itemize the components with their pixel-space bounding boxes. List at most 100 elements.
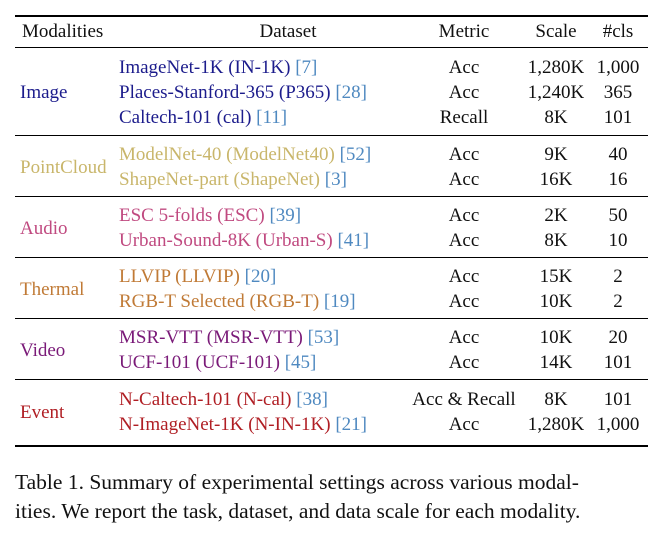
dataset-name: Urban-Sound-8K (Urban-S) (119, 230, 333, 251)
dataset-cell: N-Caltech-101 (N-cal) [38] (119, 389, 328, 411)
cls-cell: 101 (603, 107, 633, 128)
header-rule (15, 47, 648, 48)
metric-cell: Acc (448, 352, 480, 373)
modality-label: Image (20, 82, 68, 103)
cls-cell: 101 (603, 352, 633, 373)
citation-ref: [53] (307, 327, 340, 348)
scale-cell: 2K (544, 205, 568, 226)
citation-ref: [7] (295, 57, 318, 78)
metric-cell: Acc (448, 327, 480, 348)
header-metric: Metric (438, 21, 490, 42)
modality-label: Event (20, 401, 65, 423)
cls-cell: 365 (603, 82, 633, 103)
header-scale: Scale (535, 21, 577, 42)
modality-label: PointCloud (20, 156, 107, 178)
metric-cell: Acc (448, 169, 480, 190)
citation-ref: [19] (323, 291, 356, 312)
dataset-cell: RGB-T Selected (RGB-T) [19] (119, 291, 356, 313)
scale-cell: 8K (544, 230, 568, 251)
dataset-cell: ESC 5-folds (ESC) [39] (119, 205, 301, 227)
citation-ref: [20] (244, 266, 277, 287)
dataset-name: LLVIP (LLVIP) (119, 266, 240, 287)
scale-cell: 15K (539, 266, 573, 287)
dataset-cell: ImageNet-1K (IN-1K) [7] (119, 57, 317, 79)
dataset-cell: ShapeNet-part (ShapeNet) [3] (119, 169, 347, 191)
caption-line-2: ities. We report the task, dataset, and … (15, 499, 581, 523)
cls-cell: 1,000 (596, 57, 640, 78)
dataset-name: RGB-T Selected (RGB-T) (119, 291, 320, 312)
cls-cell: 50 (608, 205, 628, 226)
scale-cell: 10K (539, 327, 573, 348)
scale-cell: 8K (544, 107, 568, 128)
citation-ref: [39] (269, 205, 302, 226)
citation-ref: [21] (335, 414, 367, 435)
citation-ref: [28] (335, 82, 368, 103)
scale-cell: 8K (544, 389, 568, 410)
scale-cell: 1,280K (527, 57, 585, 78)
dataset-name: ImageNet-1K (IN-1K) (119, 57, 291, 78)
scale-cell: 16K (539, 169, 573, 190)
dataset-name: MSR-VTT (MSR-VTT) (119, 327, 303, 348)
modality-label: Audio (20, 217, 68, 239)
scale-cell: 9K (544, 144, 568, 165)
scale-cell: 14K (539, 352, 573, 373)
top-rule (15, 15, 648, 17)
cls-cell: 16 (608, 169, 628, 190)
dataset-name: N-ImageNet-1K (N-IN-1K) (119, 414, 331, 435)
dataset-cell: ModelNet-40 (ModelNet40) [52] (119, 144, 371, 166)
bottom-rule (15, 445, 648, 447)
metric-cell: Acc & Recall (412, 389, 516, 410)
dataset-cell: N-ImageNet-1K (N-IN-1K) [21] (119, 414, 367, 436)
dataset-cell: Caltech-101 (cal) [11] (119, 107, 287, 129)
dataset-name: UCF-101 (UCF-101) (119, 352, 280, 373)
dataset-name: N-Caltech-101 (N-cal) (119, 389, 292, 410)
metric-cell: Acc (448, 414, 480, 435)
group-separator-rule (15, 135, 648, 136)
cls-cell: 20 (608, 327, 628, 348)
dataset-name: ShapeNet-part (ShapeNet) (119, 169, 321, 190)
citation-ref: [41] (337, 230, 370, 251)
citation-ref: [45] (284, 352, 317, 373)
header-cls: #cls (602, 21, 634, 42)
caption-line-1: Table 1. Summary of experimental setting… (15, 470, 579, 494)
dataset-name: ModelNet-40 (ModelNet40) (119, 144, 335, 165)
metric-cell: Acc (448, 291, 480, 312)
cls-cell: 10 (608, 230, 628, 251)
citation-ref: [3] (324, 169, 347, 190)
metric-cell: Recall (439, 107, 489, 128)
header-modalities: Modalities (22, 21, 104, 42)
metric-cell: Acc (448, 230, 480, 251)
citation-ref: [52] (339, 144, 372, 165)
dataset-cell: LLVIP (LLVIP) [20] (119, 266, 276, 288)
metric-cell: Acc (448, 82, 480, 103)
scale-cell: 10K (539, 291, 573, 312)
group-separator-rule (15, 379, 648, 380)
modality-label: Thermal (20, 278, 85, 300)
modality-label: Video (20, 339, 66, 361)
cls-cell: 1,000 (596, 414, 640, 435)
scale-cell: 1,280K (527, 414, 585, 435)
metric-cell: Acc (448, 266, 480, 287)
cls-cell: 2 (613, 291, 623, 312)
cls-cell: 40 (608, 144, 628, 165)
header-dataset: Dataset (259, 21, 317, 42)
metric-cell: Acc (448, 57, 480, 78)
citation-ref: [11] (256, 107, 288, 128)
metric-cell: Acc (448, 205, 480, 226)
dataset-name: ESC 5-folds (ESC) (119, 205, 265, 226)
dataset-name: Caltech-101 (cal) (119, 107, 252, 128)
group-separator-rule (15, 196, 648, 197)
cls-cell: 2 (613, 266, 623, 287)
citation-ref: [38] (296, 389, 328, 410)
dataset-cell: MSR-VTT (MSR-VTT) [53] (119, 327, 339, 349)
metric-cell: Acc (448, 144, 480, 165)
cls-cell: 101 (603, 389, 633, 410)
dataset-cell: Urban-Sound-8K (Urban-S) [41] (119, 230, 369, 252)
dataset-name: Places-Stanford-365 (P365) (119, 82, 331, 103)
group-separator-rule (15, 318, 648, 319)
group-separator-rule (15, 257, 648, 258)
table-caption: Table 1. Summary of experimental setting… (15, 468, 648, 526)
dataset-cell: Places-Stanford-365 (P365) [28] (119, 82, 367, 104)
scale-cell: 1,240K (527, 82, 585, 103)
